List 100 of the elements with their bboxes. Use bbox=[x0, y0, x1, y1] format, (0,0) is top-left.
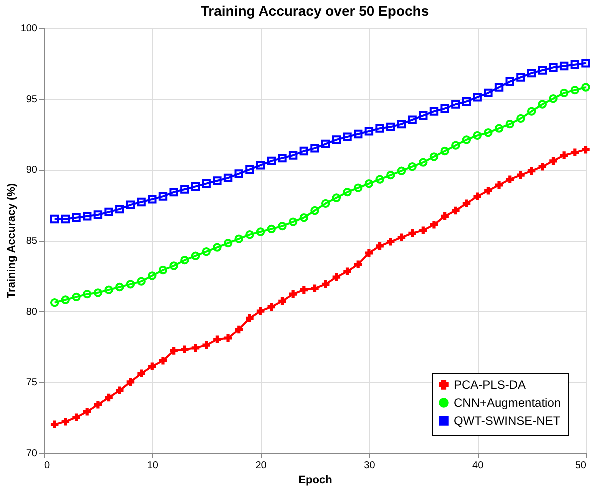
point bbox=[213, 176, 222, 186]
point bbox=[419, 111, 428, 120]
point bbox=[387, 238, 395, 246]
point bbox=[246, 230, 254, 240]
legend-label: PCA-PLS-DA bbox=[454, 378, 526, 392]
point bbox=[180, 185, 190, 194]
point bbox=[138, 370, 146, 378]
point bbox=[105, 394, 113, 402]
point bbox=[570, 86, 580, 95]
point bbox=[538, 100, 547, 109]
point bbox=[440, 146, 450, 156]
x-axis-title: Epoch bbox=[298, 474, 333, 486]
point bbox=[83, 212, 92, 221]
point bbox=[408, 162, 417, 172]
point bbox=[300, 146, 309, 156]
point bbox=[104, 208, 114, 217]
point bbox=[516, 114, 526, 124]
point bbox=[494, 124, 504, 133]
point bbox=[246, 165, 254, 174]
y-tick-label: 90 bbox=[26, 165, 38, 176]
point bbox=[419, 158, 428, 167]
point bbox=[126, 378, 135, 386]
point bbox=[202, 341, 210, 350]
point bbox=[170, 262, 178, 270]
point bbox=[321, 140, 330, 149]
point bbox=[278, 298, 286, 306]
point bbox=[61, 296, 70, 304]
point bbox=[202, 179, 211, 188]
point bbox=[300, 286, 308, 294]
point bbox=[213, 243, 222, 252]
point bbox=[549, 63, 558, 72]
y-tick-label: 100 bbox=[20, 24, 38, 34]
point bbox=[310, 206, 320, 216]
y-axis-title: Training Accuracy (%) bbox=[6, 183, 18, 299]
point bbox=[365, 249, 374, 258]
point bbox=[288, 151, 298, 160]
y-tick-label: 80 bbox=[26, 306, 38, 318]
point bbox=[332, 136, 342, 144]
point bbox=[83, 290, 92, 299]
point bbox=[126, 280, 136, 289]
point bbox=[484, 187, 492, 195]
point bbox=[246, 314, 254, 322]
point bbox=[202, 247, 211, 256]
x-tick-label: 50 bbox=[575, 460, 587, 472]
point bbox=[560, 62, 569, 71]
y-tick-label: 75 bbox=[26, 378, 38, 389]
point bbox=[267, 224, 276, 234]
point bbox=[484, 128, 493, 138]
point bbox=[148, 362, 156, 370]
point bbox=[494, 83, 504, 92]
point bbox=[386, 122, 396, 132]
point bbox=[430, 152, 439, 162]
point bbox=[430, 221, 438, 229]
y-tick-label: 70 bbox=[26, 448, 38, 460]
point bbox=[256, 161, 266, 170]
point bbox=[235, 326, 243, 334]
point bbox=[452, 141, 460, 150]
point bbox=[170, 188, 178, 197]
point bbox=[191, 182, 200, 192]
x-tick-label: 20 bbox=[256, 460, 268, 472]
point bbox=[289, 290, 298, 298]
point bbox=[300, 213, 309, 222]
point bbox=[582, 59, 590, 68]
legend-label: CNN+Augmentation bbox=[454, 396, 562, 410]
point bbox=[72, 414, 80, 422]
point bbox=[582, 146, 590, 154]
point bbox=[452, 206, 460, 215]
point bbox=[538, 162, 547, 171]
point bbox=[527, 68, 536, 78]
point bbox=[267, 156, 276, 166]
point bbox=[224, 238, 233, 248]
point bbox=[148, 195, 157, 204]
point bbox=[224, 174, 233, 183]
point bbox=[311, 284, 319, 293]
point bbox=[570, 60, 580, 70]
point bbox=[192, 344, 200, 352]
point bbox=[137, 198, 146, 207]
point bbox=[354, 130, 363, 139]
point bbox=[516, 73, 526, 82]
point bbox=[343, 188, 352, 197]
point bbox=[420, 226, 428, 234]
point bbox=[234, 170, 244, 178]
point bbox=[473, 131, 482, 140]
point bbox=[158, 266, 168, 275]
point bbox=[180, 256, 190, 265]
chart-title: Training Accuracy over 50 Epochs bbox=[200, 3, 430, 19]
point bbox=[148, 272, 157, 280]
point bbox=[430, 107, 439, 116]
point bbox=[94, 400, 102, 409]
point bbox=[527, 107, 536, 116]
point bbox=[549, 94, 558, 104]
point bbox=[234, 234, 244, 244]
point bbox=[506, 176, 514, 184]
point bbox=[321, 199, 330, 208]
point bbox=[376, 242, 384, 250]
point bbox=[354, 260, 362, 268]
point bbox=[517, 171, 525, 180]
point bbox=[181, 346, 189, 354]
point bbox=[440, 104, 450, 114]
point bbox=[72, 213, 81, 222]
